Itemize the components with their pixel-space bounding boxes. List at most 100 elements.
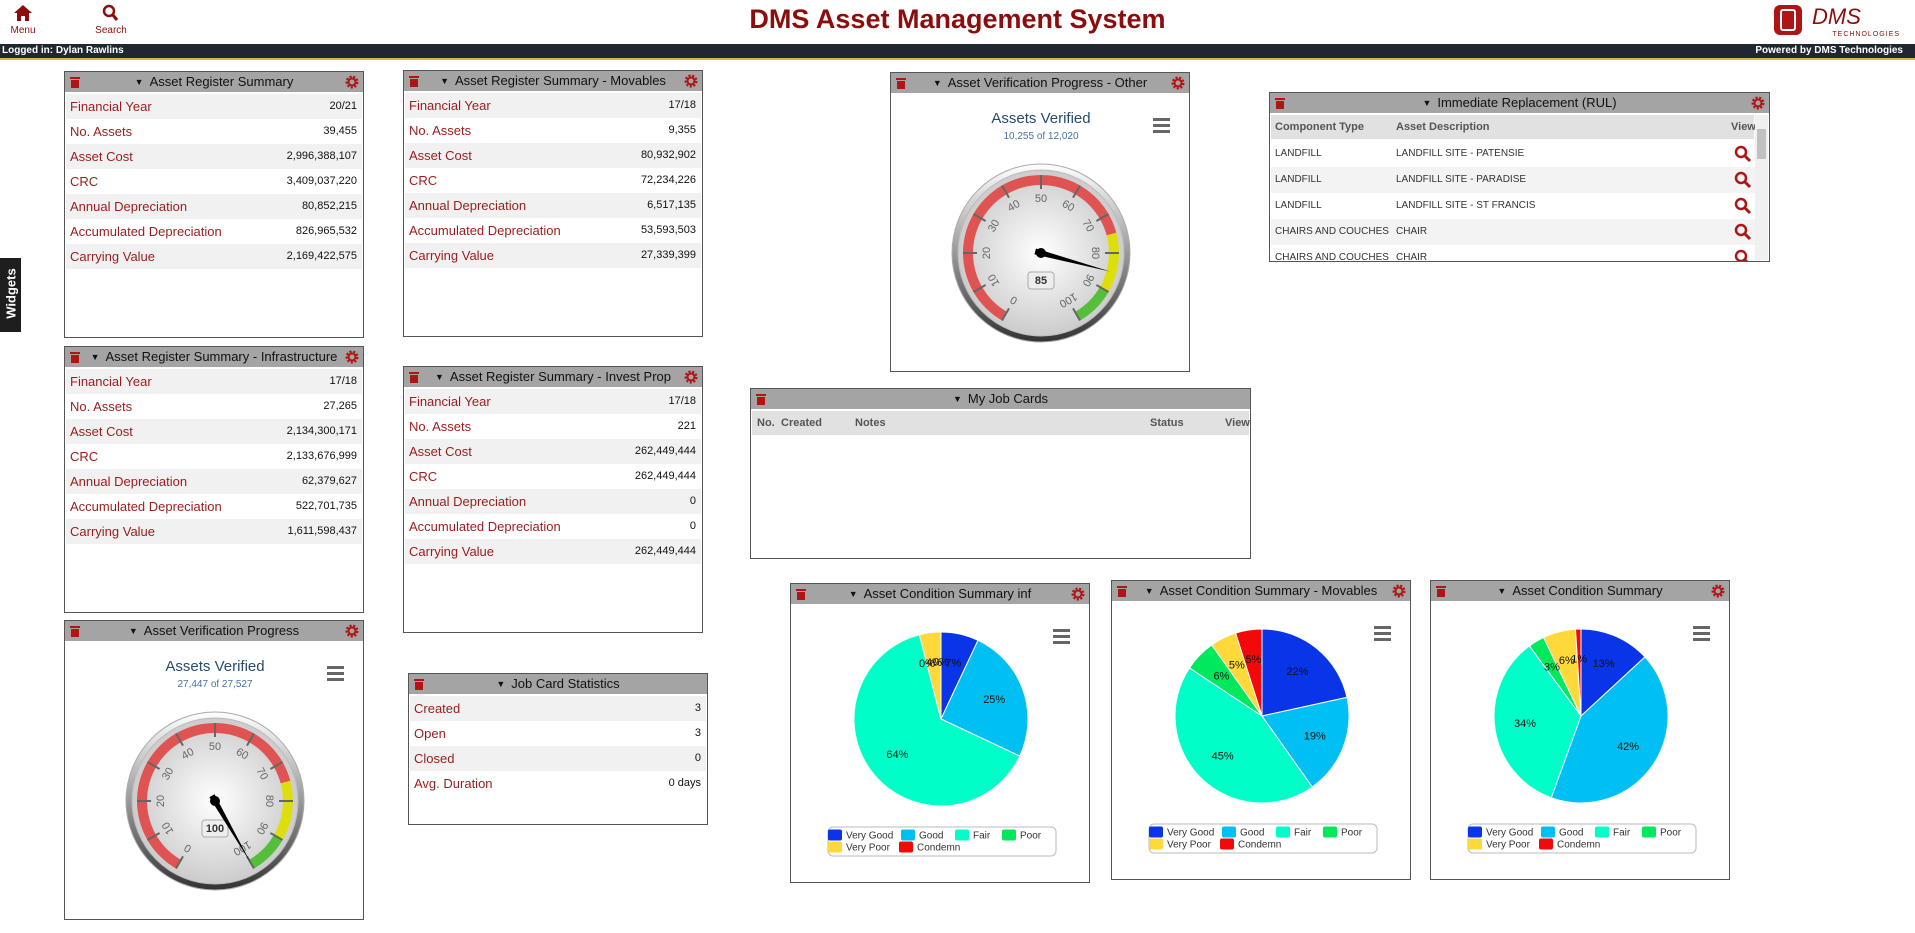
legend-item[interactable]: Good: [1541, 826, 1583, 839]
delete-icon[interactable]: [408, 370, 420, 384]
data-label: 4%: [926, 657, 942, 669]
view-icon[interactable]: [1734, 171, 1752, 189]
row-label: Open: [414, 726, 446, 741]
row-value: 17/18: [329, 375, 357, 387]
settings-icon[interactable]: [345, 624, 359, 638]
collapse-caret[interactable]: ▼: [128, 626, 138, 636]
gauge-tick: [1001, 184, 1010, 199]
widget-title: Asset Condition Summary - Movables: [1159, 583, 1378, 598]
delete-icon[interactable]: [69, 624, 81, 638]
delete-icon[interactable]: [755, 392, 767, 406]
legend-item[interactable]: Very Poor: [1149, 838, 1212, 851]
gauge-needle: [1034, 248, 1111, 272]
legend-item[interactable]: Fair: [1276, 826, 1312, 839]
legend-item[interactable]: Fair: [955, 829, 991, 842]
settings-icon[interactable]: [684, 74, 698, 88]
collapse-caret[interactable]: ▼: [440, 76, 449, 86]
view-icon[interactable]: [1734, 197, 1752, 215]
delete-icon[interactable]: [69, 75, 81, 89]
row-value: 826,965,532: [295, 225, 357, 237]
settings-icon[interactable]: [345, 75, 359, 89]
legend-item[interactable]: Fair: [1595, 826, 1631, 839]
legend-item[interactable]: Very Good: [1468, 826, 1533, 839]
legend-label: Fair: [973, 831, 991, 842]
search-button[interactable]: Search: [81, 4, 141, 36]
data-label: 5%: [1229, 659, 1245, 671]
scrollbar[interactable]: [1755, 115, 1768, 260]
settings-icon[interactable]: [1171, 76, 1185, 90]
pie-slice: [1234, 628, 1263, 717]
icon-part: [1053, 635, 1070, 638]
delete-icon[interactable]: [1435, 584, 1447, 598]
delete-icon[interactable]: [69, 350, 81, 364]
collapse-caret[interactable]: ▼: [90, 352, 100, 362]
gauge-tick-label: 20: [155, 795, 167, 807]
chart-menu[interactable]: [1374, 626, 1391, 641]
table-row: Accumulated Depreciation 0: [405, 514, 701, 539]
icon-part: [1275, 98, 1285, 100]
row-label: No. Assets: [70, 399, 133, 414]
gauge-tick: [146, 761, 161, 770]
menu-button[interactable]: Menu: [0, 4, 53, 36]
widgets-tab[interactable]: Widgets: [0, 258, 21, 332]
delete-icon[interactable]: [413, 677, 425, 691]
collapse-caret[interactable]: ▼: [496, 679, 506, 689]
legend-swatch: [1276, 826, 1290, 838]
legend-item[interactable]: Poor: [1642, 826, 1682, 839]
collapse-caret[interactable]: ▼: [952, 394, 962, 404]
chart-menu[interactable]: [1153, 118, 1170, 133]
legend-item[interactable]: Poor: [1002, 829, 1042, 842]
data-label: 19%: [1304, 730, 1326, 742]
table-row: Financial Year 17/18: [405, 389, 701, 414]
delete-icon[interactable]: [895, 76, 907, 90]
chart-menu[interactable]: [327, 666, 344, 681]
collapse-caret[interactable]: ▼: [134, 77, 144, 87]
delete-icon[interactable]: [408, 74, 420, 88]
collapse-caret[interactable]: ▼: [848, 589, 858, 599]
row-label: Carrying Value: [70, 249, 156, 264]
icon-part: [757, 397, 765, 405]
legend-item[interactable]: Good: [901, 829, 943, 842]
legend-item[interactable]: Very Good: [828, 829, 893, 842]
table-row: Closed 0: [410, 746, 706, 771]
collapse-caret[interactable]: ▼: [435, 372, 444, 382]
settings-icon[interactable]: [1751, 96, 1765, 110]
menu-label: Menu: [10, 25, 36, 36]
icon-part: [1437, 589, 1445, 597]
widget-title: Asset Condition Summary: [1512, 583, 1663, 598]
collapse-caret[interactable]: ▼: [1497, 586, 1507, 596]
legend-item[interactable]: Very Poor: [828, 841, 891, 854]
view-icon[interactable]: [1734, 145, 1752, 163]
scrollbar-thumb[interactable]: [1757, 129, 1766, 159]
legend-label: Very Good: [1167, 828, 1214, 839]
logo-text: DMS: [1812, 4, 1861, 29]
legend-item[interactable]: Condemn: [1539, 838, 1600, 851]
view-icon[interactable]: [1734, 249, 1752, 262]
icon-part: [347, 626, 357, 636]
settings-icon[interactable]: [1071, 587, 1085, 601]
view-icon[interactable]: [1734, 223, 1752, 241]
legend-item[interactable]: Condemn: [1220, 838, 1281, 851]
settings-icon[interactable]: [1392, 584, 1406, 598]
collapse-caret[interactable]: ▼: [932, 78, 942, 88]
delete-icon[interactable]: [1116, 584, 1128, 598]
chart-menu[interactable]: [1053, 629, 1070, 644]
settings-icon[interactable]: [1711, 584, 1725, 598]
widget-header: ▼ Asset Condition Summary: [1431, 581, 1729, 601]
collapse-caret[interactable]: ▼: [1144, 586, 1154, 596]
pie-slice: [1580, 628, 1646, 718]
gauge-tick-label: 0: [182, 841, 193, 854]
legend-item[interactable]: Condemn: [899, 841, 960, 854]
delete-icon[interactable]: [1274, 96, 1286, 110]
legend-item[interactable]: Very Good: [1149, 826, 1214, 839]
legend-item[interactable]: Good: [1222, 826, 1264, 839]
settings-icon[interactable]: [345, 350, 359, 364]
legend-item[interactable]: Very Poor: [1468, 838, 1531, 851]
chart-menu[interactable]: [1693, 626, 1710, 641]
gauge-tick-label: 0: [1008, 293, 1019, 306]
legend-swatch: [1220, 838, 1234, 850]
legend-item[interactable]: Poor: [1323, 826, 1363, 839]
settings-icon[interactable]: [684, 370, 698, 384]
delete-icon[interactable]: [795, 587, 807, 601]
collapse-caret[interactable]: ▼: [1422, 98, 1432, 108]
